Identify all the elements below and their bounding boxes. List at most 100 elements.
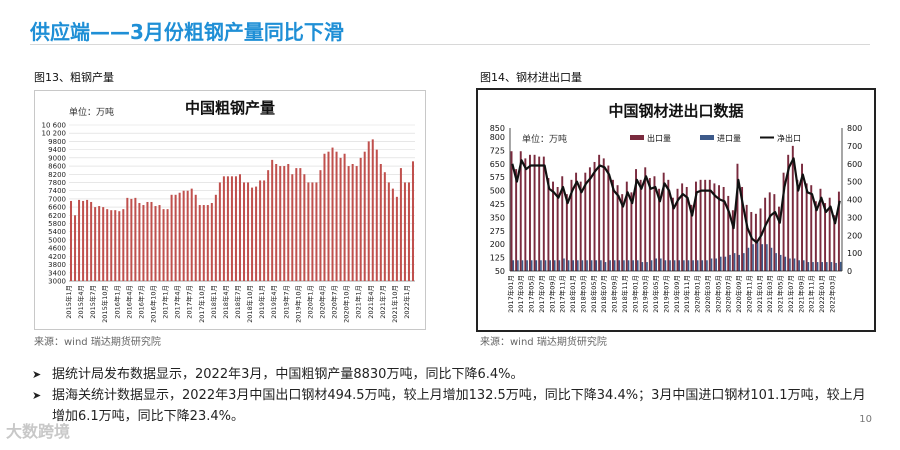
steel-trade-left-tick-label: 125 bbox=[490, 254, 505, 263]
steel-trade-x-tick-label: 2021年07月 bbox=[786, 275, 795, 313]
crude-steel-bar bbox=[142, 205, 145, 281]
crude-steel-bar bbox=[234, 176, 237, 281]
crude-steel-bar bbox=[98, 206, 101, 281]
export-bar bbox=[607, 165, 610, 271]
steel-trade-x-tick-label: 2017年01月 bbox=[506, 275, 515, 313]
import-bar bbox=[664, 260, 667, 271]
export-bar bbox=[694, 181, 697, 271]
crude-steel-bar bbox=[114, 210, 117, 281]
crude-steel-bar bbox=[102, 207, 105, 281]
steel-trade-x-tick-label: 2022年03月 bbox=[827, 275, 836, 313]
export-bar bbox=[750, 212, 753, 271]
steel-trade-x-tick-label: 2022年01月 bbox=[817, 275, 826, 313]
export-bar bbox=[524, 158, 527, 271]
crude-steel-bar bbox=[319, 170, 322, 281]
crude-steel-bar bbox=[303, 174, 306, 281]
import-bar bbox=[770, 247, 773, 271]
export-bar bbox=[533, 154, 536, 271]
import-bar bbox=[696, 260, 699, 271]
import-bar bbox=[706, 260, 708, 271]
import-bar bbox=[701, 260, 704, 271]
export-bar bbox=[837, 191, 840, 271]
crude-steel-bar bbox=[206, 205, 209, 281]
crude-steel-bar bbox=[86, 199, 89, 281]
steel-trade-x-tick-label: 2020年01月 bbox=[693, 275, 702, 313]
steel-trade-x-tick-label: 2017年03月 bbox=[516, 275, 525, 313]
net-export-line bbox=[511, 157, 841, 244]
crude-steel-x-tick-label: 2018年10月 bbox=[245, 285, 254, 323]
export-bar bbox=[685, 186, 688, 271]
export-bar bbox=[791, 145, 794, 271]
crude-steel-bar bbox=[387, 182, 390, 281]
export-bar bbox=[777, 206, 780, 271]
crude-steel-bar bbox=[383, 172, 386, 281]
import-bar bbox=[567, 260, 570, 271]
import-bar bbox=[641, 262, 644, 271]
crude-steel-bar bbox=[403, 182, 406, 281]
crude-steel-bar bbox=[347, 166, 350, 281]
export-bar bbox=[547, 178, 550, 271]
export-bar bbox=[579, 181, 582, 271]
crude-steel-bar bbox=[399, 168, 402, 281]
export-bar bbox=[704, 179, 707, 271]
steel-trade-x-tick-label: 2018年11月 bbox=[620, 275, 629, 313]
crude-steel-y-tick-label: 9400 bbox=[48, 146, 66, 154]
steel-trade-left-tick-label: 575 bbox=[490, 173, 505, 182]
crude-steel-bar bbox=[162, 209, 165, 281]
crude-steel-gridlines bbox=[69, 124, 415, 282]
steel-trade-x-tick-label: 2019年01月 bbox=[630, 275, 639, 313]
crude-steel-bar bbox=[122, 209, 125, 281]
import-bar bbox=[618, 260, 621, 271]
figure-13-source: 来源：wind 瑞达期货研究院 bbox=[34, 337, 161, 348]
crude-steel-x-tick-label: 2017年10月 bbox=[197, 285, 206, 323]
export-bar bbox=[598, 154, 601, 271]
import-bar bbox=[549, 260, 551, 271]
export-bar bbox=[510, 151, 513, 271]
crude-steel-x-tick-label: 2020年1月 bbox=[305, 285, 314, 319]
export-bar bbox=[658, 188, 661, 271]
crude-steel-bar bbox=[70, 200, 73, 281]
steel-trade-right-tick-label: 300 bbox=[847, 213, 862, 222]
import-bar bbox=[600, 260, 602, 271]
export-bar bbox=[602, 158, 605, 271]
crude-steel-y-tick-label: 4200 bbox=[48, 253, 66, 261]
title-divider bbox=[30, 44, 870, 45]
export-bar bbox=[731, 210, 734, 271]
export-bar bbox=[644, 167, 647, 271]
crude-steel-bar bbox=[375, 149, 378, 281]
export-bar bbox=[575, 172, 578, 271]
import-bar bbox=[535, 260, 538, 271]
bullet-text: 据统计局发布数据显示，2022年3月，中国粗钢产量8830万吨，同比下降6.4%… bbox=[52, 367, 524, 382]
import-bar bbox=[544, 260, 547, 271]
export-bar bbox=[768, 192, 771, 271]
crude-steel-bar bbox=[407, 182, 410, 281]
export-bar bbox=[662, 172, 665, 271]
import-bar bbox=[752, 244, 754, 271]
export-bar bbox=[727, 195, 730, 271]
import-bar bbox=[738, 254, 741, 271]
page-number: 10 bbox=[859, 414, 872, 425]
crude-steel-bar bbox=[190, 188, 193, 281]
import-bar bbox=[719, 256, 722, 271]
steel-trade-right-tick-label: 800 bbox=[847, 124, 862, 133]
steel-trade-x-tick-label: 2020年05月 bbox=[713, 275, 722, 313]
steel-trade-chart-title: 中国钢材进出口数据 bbox=[608, 102, 743, 120]
crude-steel-bar bbox=[367, 141, 370, 281]
crude-steel-x-tick-label: 2016年1月 bbox=[112, 285, 121, 319]
crude-steel-x-tick-label: 2015年4月 bbox=[76, 285, 85, 319]
import-bar bbox=[512, 260, 515, 271]
crude-steel-bar bbox=[78, 199, 81, 281]
crude-steel-y-tick-label: 10 200 bbox=[42, 130, 67, 138]
crude-steel-x-tick-label: 2015年7月 bbox=[88, 285, 97, 319]
export-bar bbox=[561, 176, 564, 271]
steel-trade-net-line bbox=[511, 157, 841, 244]
crude-steel-bar bbox=[74, 215, 77, 281]
export-bar bbox=[690, 204, 693, 271]
crude-steel-chart-title: 中国粗钢产量 bbox=[185, 99, 275, 117]
steel-trade-x-tick-label: 2018年03月 bbox=[578, 275, 587, 313]
figure-14-label: 图14、钢材进出口量 bbox=[480, 71, 582, 84]
crude-steel-y-tick-label: 3400 bbox=[48, 269, 66, 277]
export-bar bbox=[556, 186, 559, 271]
steel-trade-x-tick-label: 2019年09月 bbox=[672, 275, 681, 313]
import-bar bbox=[521, 260, 524, 271]
